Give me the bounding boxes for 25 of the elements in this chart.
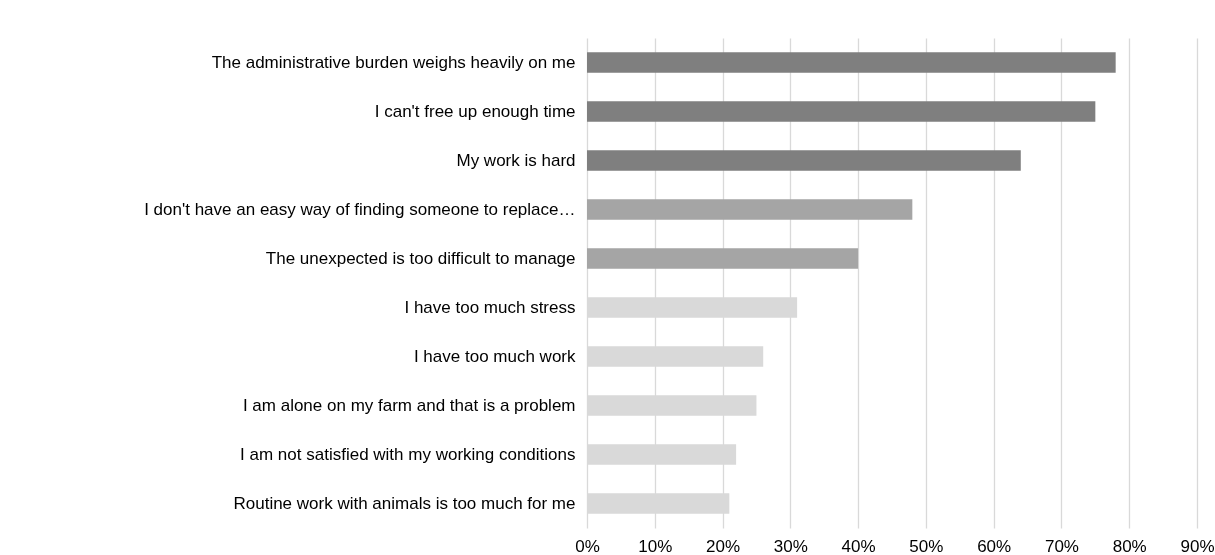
bar [587,150,1021,171]
x-tick-label: 80% [1112,536,1147,555]
x-tick-label: 50% [909,536,944,555]
x-tick-label: 0% [575,536,600,555]
y-tick-label: I am not satisfied with my working conditions [240,444,576,464]
x-tick-label: 60% [977,536,1012,555]
bar [587,52,1116,73]
y-tick-label: The unexpected is too difficult to manage [265,248,576,268]
x-tick-label: 90% [1180,536,1215,555]
y-tick-label: The administrative burden weighs heavily on me [211,52,576,72]
y-tick-label: Routine work with animals is too much for me [233,493,576,513]
y-tick-label: I have too much work [413,346,576,366]
x-tick-label: 30% [773,536,808,555]
y-tick-label: I have too much stress [404,297,576,317]
y-tick-label: My work is hard [456,150,576,170]
bar [587,199,913,220]
bar [587,101,1096,122]
x-tick-label: 70% [1044,536,1079,555]
x-tick-label: 20% [706,536,741,555]
y-tick-label: I am alone on my farm and that is a problem [242,395,576,415]
x-tick-label: 10% [638,536,673,555]
bar [587,248,859,269]
y-tick-label: I don't have an easy way of finding someone to replace… [144,199,576,219]
x-tick-label: 40% [841,536,876,555]
y-tick-label: I can't free up enough time [374,101,576,121]
